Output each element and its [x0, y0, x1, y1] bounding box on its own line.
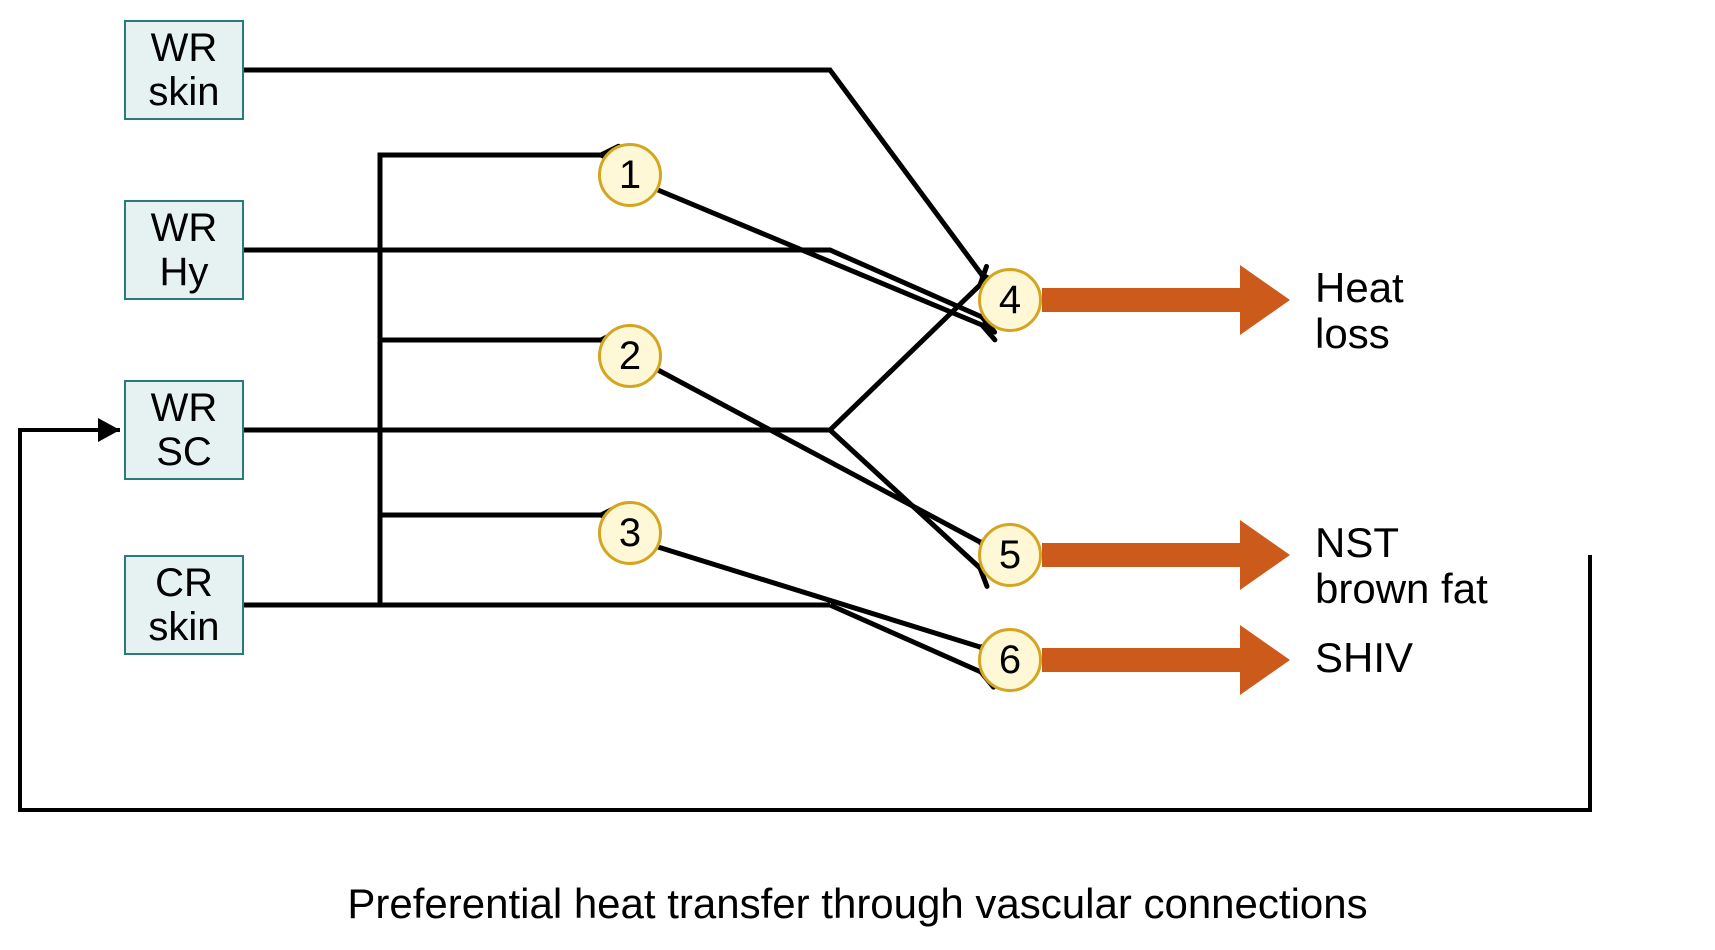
input-box-line1: WR	[151, 386, 218, 430]
input-box-wr-skin: WRskin	[124, 20, 244, 120]
input-box-line1: WR	[151, 26, 218, 70]
output-line1: SHIV	[1315, 635, 1413, 681]
input-box-line2: skin	[148, 70, 219, 114]
input-box-wr-sc: WRSC	[124, 380, 244, 480]
node-label: 5	[999, 533, 1021, 578]
connections-svg	[0, 0, 1715, 950]
node-label: 2	[619, 334, 641, 379]
output-shiv: SHIV	[1315, 635, 1413, 681]
input-box-line1: CR	[155, 561, 213, 605]
node-label: 6	[999, 638, 1021, 683]
output-heat-loss: Heatloss	[1315, 265, 1404, 357]
input-box-cr-skin: CRskin	[124, 555, 244, 655]
input-box-wr-hy: WRHy	[124, 200, 244, 300]
output-line2: loss	[1315, 311, 1404, 357]
output-line1: Heat	[1315, 265, 1404, 311]
node-label: 3	[619, 511, 641, 556]
node-n6: 6	[978, 628, 1042, 692]
output-line2: brown fat	[1315, 566, 1488, 612]
output-line1: NST	[1315, 520, 1488, 566]
input-box-line1: WR	[151, 206, 218, 250]
thermoregulation-diagram: WRskinWRHyWRSCCRskin 123456 HeatlossNSTb…	[0, 0, 1715, 950]
node-n2: 2	[598, 324, 662, 388]
node-label: 1	[619, 153, 641, 198]
input-box-line2: SC	[156, 430, 212, 474]
output-nst: NSTbrown fat	[1315, 520, 1488, 612]
node-n5: 5	[978, 523, 1042, 587]
node-n1: 1	[598, 143, 662, 207]
input-box-line2: skin	[148, 605, 219, 649]
node-n3: 3	[598, 501, 662, 565]
node-n4: 4	[978, 268, 1042, 332]
input-box-line2: Hy	[160, 250, 209, 294]
diagram-caption: Preferential heat transfer through vascu…	[0, 880, 1715, 928]
node-label: 4	[999, 278, 1021, 323]
